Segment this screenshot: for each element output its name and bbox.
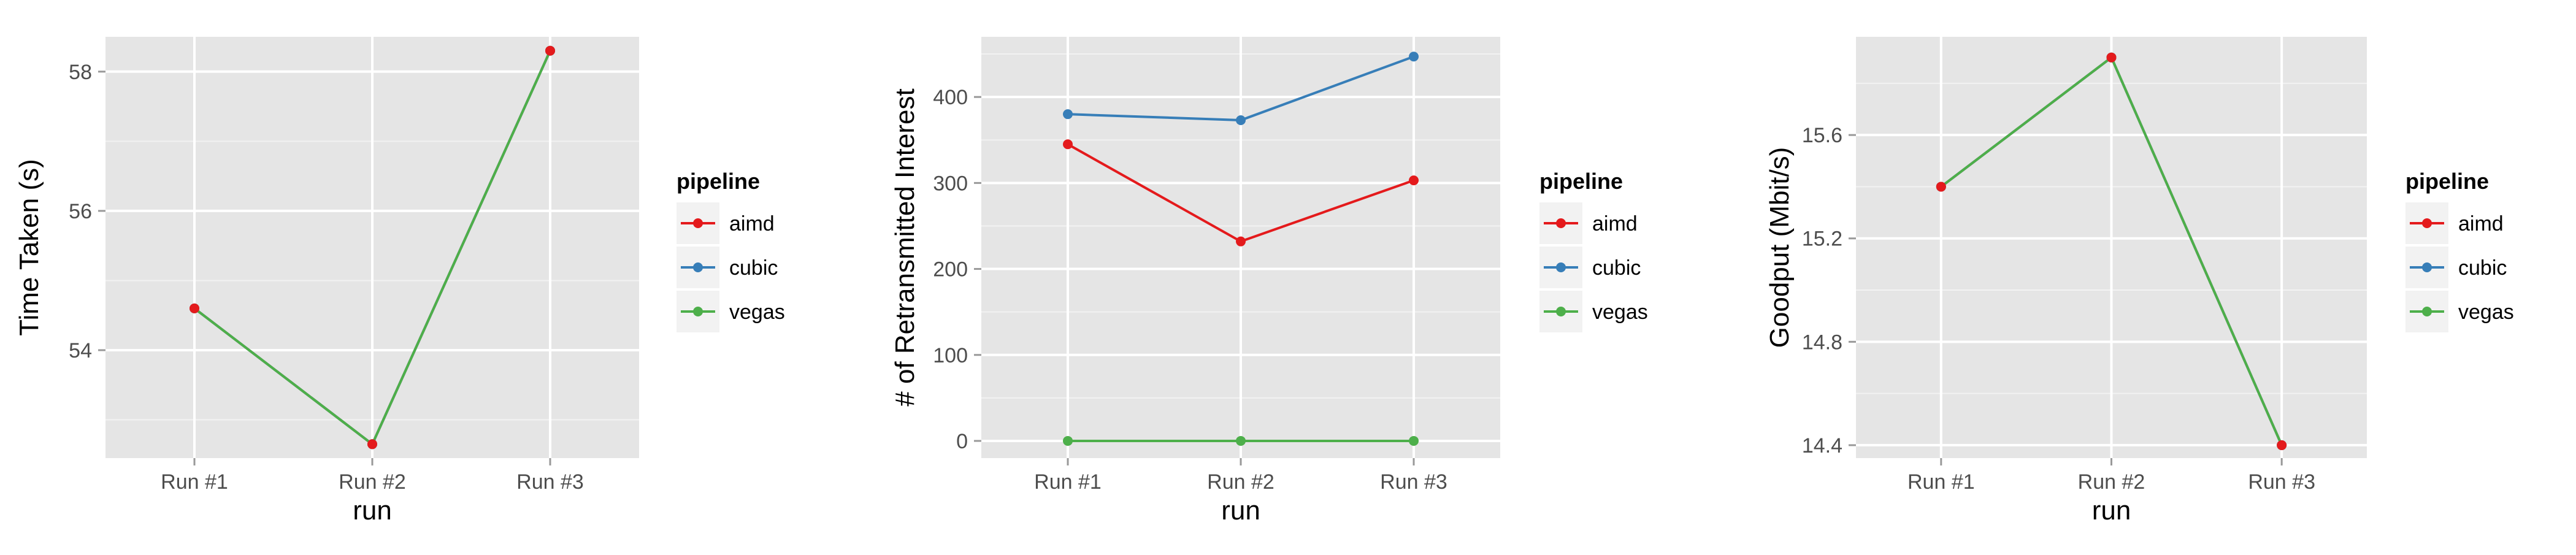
legend: pipeline aimd cubic vegas bbox=[677, 169, 785, 332]
y-tick-label: 14.8 bbox=[1802, 331, 1842, 354]
legend-point-vegas bbox=[693, 307, 703, 316]
y-tick-label: 200 bbox=[933, 258, 968, 281]
legend-title: pipeline bbox=[677, 169, 760, 194]
x-tick-label: Run #3 bbox=[516, 470, 584, 494]
legend-point-vegas bbox=[1556, 307, 1566, 316]
x-axis-title: run bbox=[1221, 496, 1260, 526]
x-tick-label: Run #2 bbox=[1207, 470, 1275, 494]
legend-point-cubic bbox=[2422, 262, 2432, 272]
y-tick-label: 56 bbox=[69, 200, 92, 223]
y-axis-title: Goodput (Mbit/s) bbox=[1765, 147, 1795, 348]
chart-3: 14.4 14.8 15.2 15.6 Run #1 Run #2 Run #3 run Goo… bbox=[1765, 37, 2514, 526]
data-point-cubic bbox=[1236, 115, 1246, 125]
legend-label-aimd: aimd bbox=[1592, 212, 1638, 235]
data-point-vegas bbox=[1409, 435, 1419, 446]
legend-title: pipeline bbox=[1539, 169, 1623, 194]
y-axis-title: # of Retransmitted Interest bbox=[890, 88, 920, 406]
legend: pipeline aimd cubic vegas bbox=[1539, 169, 1648, 332]
x-tick-label: Run #1 bbox=[1907, 470, 1975, 494]
data-point-vegas bbox=[1236, 435, 1246, 446]
legend-label-aimd: aimd bbox=[729, 212, 775, 235]
legend-label-cubic: cubic bbox=[2458, 256, 2507, 280]
data-point-aimd bbox=[367, 439, 377, 450]
legend-label-cubic: cubic bbox=[1592, 256, 1641, 280]
x-axis-title: run bbox=[353, 496, 392, 526]
data-point-aimd bbox=[190, 303, 199, 313]
x-tick-label: Run #2 bbox=[339, 470, 406, 494]
data-point-aimd bbox=[1063, 139, 1073, 150]
legend-point-aimd bbox=[693, 218, 703, 228]
data-point-aimd bbox=[1936, 182, 1946, 192]
legend-point-vegas bbox=[2422, 307, 2432, 316]
data-point-cubic bbox=[1409, 52, 1419, 62]
y-tick-label: 0 bbox=[956, 430, 968, 453]
x-tick-label: Run #1 bbox=[161, 470, 228, 494]
y-tick-label: 400 bbox=[933, 86, 968, 109]
data-point-cubic bbox=[1063, 109, 1073, 120]
data-point-vegas bbox=[1063, 435, 1073, 446]
y-tick-label: 15.6 bbox=[1802, 124, 1842, 147]
legend-label-vegas: vegas bbox=[729, 300, 785, 324]
legend-title: pipeline bbox=[2405, 169, 2489, 194]
legend-label-vegas: vegas bbox=[2458, 300, 2514, 324]
y-tick-label: 300 bbox=[933, 172, 968, 195]
y-tick-label: 54 bbox=[69, 339, 92, 362]
data-point-aimd bbox=[1236, 236, 1246, 247]
legend-point-cubic bbox=[693, 262, 703, 272]
x-tick-label: Run #3 bbox=[2248, 470, 2315, 494]
legend-label-cubic: cubic bbox=[729, 256, 778, 280]
data-point-aimd bbox=[1409, 175, 1419, 186]
y-tick-label: 100 bbox=[933, 344, 968, 367]
legend: pipeline aimd cubic vegas bbox=[2405, 169, 2514, 332]
y-tick-label: 14.4 bbox=[1802, 434, 1842, 457]
data-point-aimd bbox=[545, 45, 555, 56]
legend-label-aimd: aimd bbox=[2458, 212, 2504, 235]
chart-2: 0 100 200 300 400 Run #1 Run #2 Run #3 run # of R… bbox=[890, 37, 1648, 526]
x-tick-label: Run #2 bbox=[2078, 470, 2145, 494]
x-axis-title: run bbox=[2092, 496, 2131, 526]
x-tick-label: Run #3 bbox=[1380, 470, 1447, 494]
data-point-aimd bbox=[2106, 52, 2117, 63]
data-point-aimd bbox=[2277, 440, 2287, 450]
y-tick-label: 58 bbox=[69, 61, 92, 84]
chart-1: 54 56 58 Run #1 Run #2 Run #3 run Time Taken (s… bbox=[14, 37, 785, 526]
y-axis-title: Time Taken (s) bbox=[14, 159, 44, 336]
x-tick-label: Run #1 bbox=[1034, 470, 1102, 494]
legend-point-aimd bbox=[1556, 218, 1566, 228]
legend-label-vegas: vegas bbox=[1592, 300, 1648, 324]
legend-point-aimd bbox=[2422, 218, 2432, 228]
legend-point-cubic bbox=[1556, 262, 1566, 272]
y-tick-label: 15.2 bbox=[1802, 228, 1842, 251]
